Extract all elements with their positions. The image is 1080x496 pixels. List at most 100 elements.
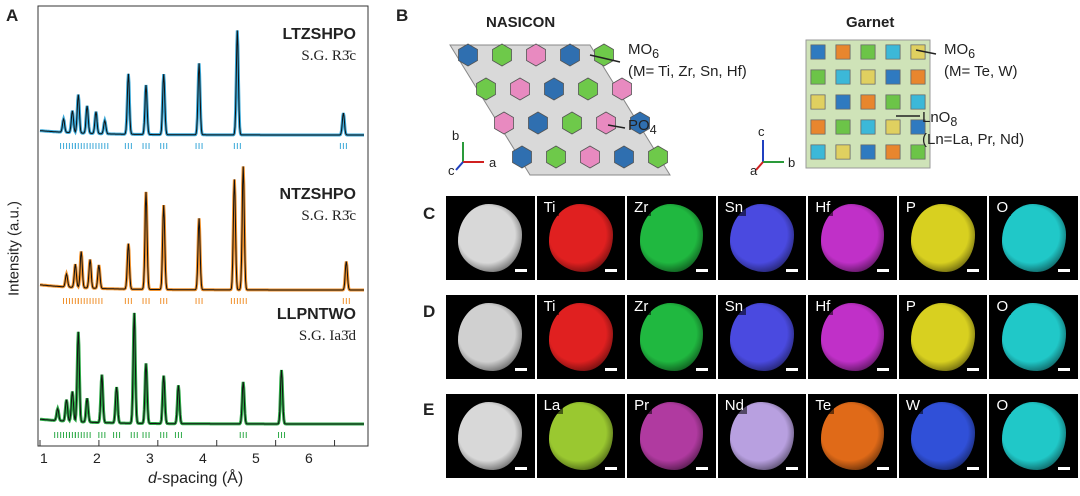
polyhedron <box>476 77 496 101</box>
polyhedron <box>580 145 600 169</box>
element-label: W <box>902 397 924 414</box>
panel-label-e: E <box>423 400 435 419</box>
polyhedron <box>594 43 614 67</box>
polyhedron <box>810 94 826 110</box>
garnet-axis-b: b <box>788 155 796 170</box>
pattern-name-2: NTZSHPO <box>279 186 356 203</box>
map-tile: Zr <box>627 295 716 379</box>
map-tile: Ti <box>536 295 626 379</box>
map-tile: Ti <box>536 196 626 280</box>
nasicon-axis-b: b <box>452 128 460 143</box>
polyhedron <box>860 144 876 160</box>
element-label: Zr <box>631 298 652 315</box>
nasicon-mo6-label: MO6 <box>628 40 659 64</box>
sample-blob <box>458 402 523 470</box>
polyhedron <box>560 43 580 67</box>
map-tile: Hf <box>808 295 897 379</box>
polyhedron <box>860 94 876 110</box>
scale-bar <box>605 269 618 272</box>
garnet-axis-c: c <box>758 124 765 139</box>
scale-bar <box>605 467 618 470</box>
panel-label-b: B <box>396 6 409 25</box>
sample-blob <box>458 303 523 371</box>
garnet-mo6-detail: (M= Te, W) <box>944 63 1018 80</box>
pattern-sg-2: S.G. R3̄c <box>301 208 356 224</box>
polyhedron <box>546 145 566 169</box>
sample-blob <box>548 204 613 272</box>
map-row-c: Ti Zr Sn Hf P O <box>446 196 1079 280</box>
x-axis-label-italic: d <box>148 470 157 487</box>
map-tile: Sn <box>717 295 807 379</box>
sample-blob <box>1001 303 1066 371</box>
element-label: P <box>902 199 919 216</box>
polyhedron <box>835 69 851 85</box>
garnet-polyhedra <box>810 44 926 160</box>
element-label: Zr <box>631 199 652 216</box>
element-label: Nd <box>721 397 747 414</box>
element-label: Sn <box>721 298 747 315</box>
garnet-mo6-label: MO6 <box>944 40 975 64</box>
polyhedron <box>910 119 926 135</box>
polyhedron <box>544 77 564 101</box>
x-axis-label: d-spacing (Å) <box>148 470 243 488</box>
polyhedron <box>910 94 926 110</box>
element-label: O <box>993 199 1012 216</box>
x-tick-label: 1 <box>40 450 48 466</box>
scale-bar <box>876 368 889 371</box>
scale-bar <box>1058 269 1071 272</box>
scale-bar <box>605 368 618 371</box>
xrd-frame <box>37 5 369 447</box>
x-tick-label: 6 <box>305 450 313 466</box>
polyhedron <box>512 145 532 169</box>
polyhedron <box>810 144 826 160</box>
polyhedron <box>492 43 512 67</box>
map-tile: O <box>989 295 1079 379</box>
nasicon-polyhedra <box>458 43 668 169</box>
map-tile: Te <box>808 394 897 478</box>
polyhedron <box>578 77 598 101</box>
scale-bar <box>1058 467 1071 470</box>
xrd-x-ticks <box>39 440 336 446</box>
polyhedron <box>885 44 901 60</box>
scale-bar <box>967 269 980 272</box>
garnet-axes <box>755 140 784 171</box>
scale-bar <box>514 269 527 272</box>
mo6-pointer <box>589 54 621 63</box>
garnet-axis-a: a <box>750 163 758 178</box>
map-tile: W <box>898 394 988 478</box>
garnet-mo6-pointer <box>915 49 937 55</box>
pattern-name-1: LTZSHPO <box>282 26 356 43</box>
x-axis-label-rest: -spacing (Å) <box>156 470 244 487</box>
polyhedron <box>458 43 478 67</box>
sample-blob <box>1001 204 1066 272</box>
xrd-fit-trace <box>39 312 364 425</box>
polyhedron <box>860 119 876 135</box>
polyhedron <box>510 77 530 101</box>
scale-bar <box>876 269 889 272</box>
polyhedron <box>835 44 851 60</box>
element-label: Pr <box>631 397 653 414</box>
garnet-lno8-label: LnO8 <box>922 108 957 132</box>
garnet-title: Garnet <box>846 14 895 31</box>
map-tile: Sn <box>717 196 807 280</box>
element-label: Ti <box>540 199 559 216</box>
sample-blob <box>1001 402 1066 470</box>
polyhedron <box>835 119 851 135</box>
polyhedron <box>835 94 851 110</box>
map-tile <box>446 196 535 280</box>
map-tile: P <box>898 196 988 280</box>
nasicon-structure <box>449 43 671 176</box>
polyhedron <box>494 111 514 135</box>
nasicon-title: NASICON <box>486 14 556 31</box>
scale-bar <box>876 467 889 470</box>
map-tile: Nd <box>717 394 807 478</box>
polyhedron <box>596 111 616 135</box>
panel-label-d: D <box>423 302 436 321</box>
po4-pointer <box>607 124 626 129</box>
xrd-plot <box>37 5 369 447</box>
scale-bar <box>695 368 708 371</box>
polyhedron <box>630 111 650 135</box>
xrd-fit-trace <box>39 166 364 291</box>
pattern-sg-1: S.G. R3̄c <box>301 48 356 64</box>
polyhedron <box>910 69 926 85</box>
